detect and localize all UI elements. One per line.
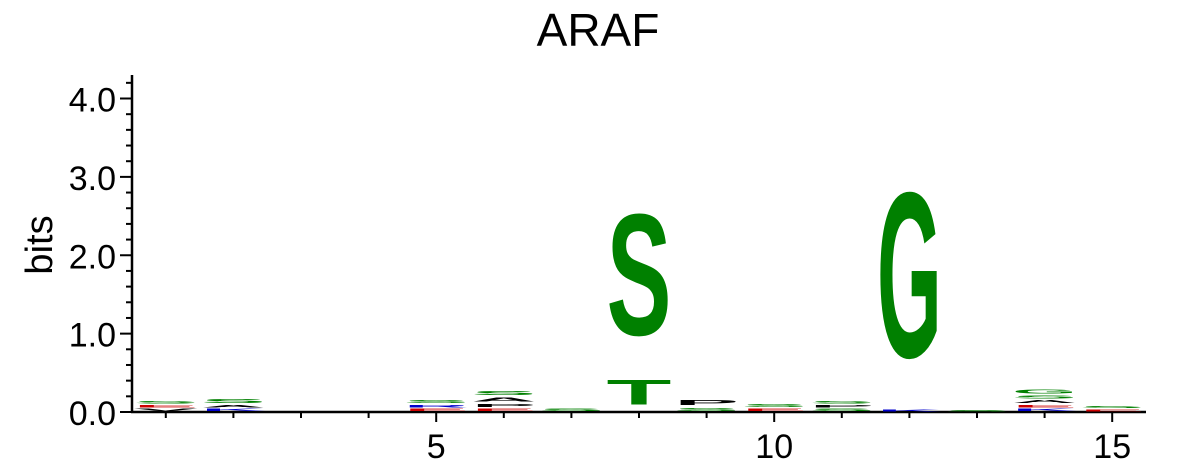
logo-letter-s: S	[1012, 395, 1077, 400]
logo-letter-s: S	[809, 400, 874, 404]
logo-letter-k: K	[201, 408, 266, 412]
chart-title: ARAF	[537, 4, 660, 56]
y-tick-label: 4.0	[69, 82, 116, 120]
logo-letter-e: E	[404, 408, 469, 412]
logo-letter-s: S	[471, 390, 536, 396]
logo-letter-p: P	[471, 403, 536, 408]
logo-letter-s: S	[201, 398, 266, 404]
logo-letter-e: E	[471, 408, 536, 412]
logo-letter-s: S	[1080, 406, 1145, 409]
logo-letter-s: S	[133, 400, 198, 404]
logo-letter-v: V	[134, 408, 199, 412]
logo-letter-g: G	[1012, 388, 1077, 394]
y-tick-label: 3.0	[69, 160, 116, 198]
y-tick-label: 1.0	[69, 317, 116, 355]
logo-letter-e: E	[1012, 404, 1077, 408]
logo-letter-k: K	[1012, 408, 1077, 412]
logo-letter-s: S	[607, 178, 672, 372]
y-tick-label: 0.0	[69, 395, 116, 433]
logo-letter-s: S	[945, 410, 1010, 412]
logo-letter-e: E	[1080, 409, 1145, 412]
logo-letter-p: P	[674, 399, 739, 407]
x-tick-label: 15	[1093, 428, 1131, 466]
logo-letter-e: E	[742, 408, 807, 412]
logo-letter-s: S	[809, 408, 874, 412]
logo-letter-a: A	[1012, 399, 1077, 404]
logo-letter-k: K	[877, 409, 942, 412]
logo-letter-r: R	[404, 404, 469, 408]
logo-letter-s: S	[742, 403, 807, 408]
logo-letter-g: G	[877, 142, 942, 407]
logo-letter-s: S	[539, 408, 604, 412]
x-tick-label: 5	[427, 428, 446, 466]
x-tick-label: 10	[755, 428, 793, 466]
y-axis-label: bits	[19, 215, 61, 274]
logo-letter-s: S	[674, 407, 739, 412]
x-axis-ticks: 5 10 15	[164, 412, 1131, 466]
y-axis-ticks: 0.0 1.0 2.0 3.0 4.0	[69, 82, 132, 433]
logo-letter-a: A	[471, 396, 536, 402]
y-tick-label: 2.0	[69, 238, 116, 276]
logo-letter-e: E	[133, 404, 198, 408]
logo-letter-p: P	[809, 404, 874, 408]
logo-letter-s: S	[404, 399, 469, 404]
logo-letter-t: T	[607, 372, 672, 411]
logo-letter-a: A	[201, 404, 266, 408]
